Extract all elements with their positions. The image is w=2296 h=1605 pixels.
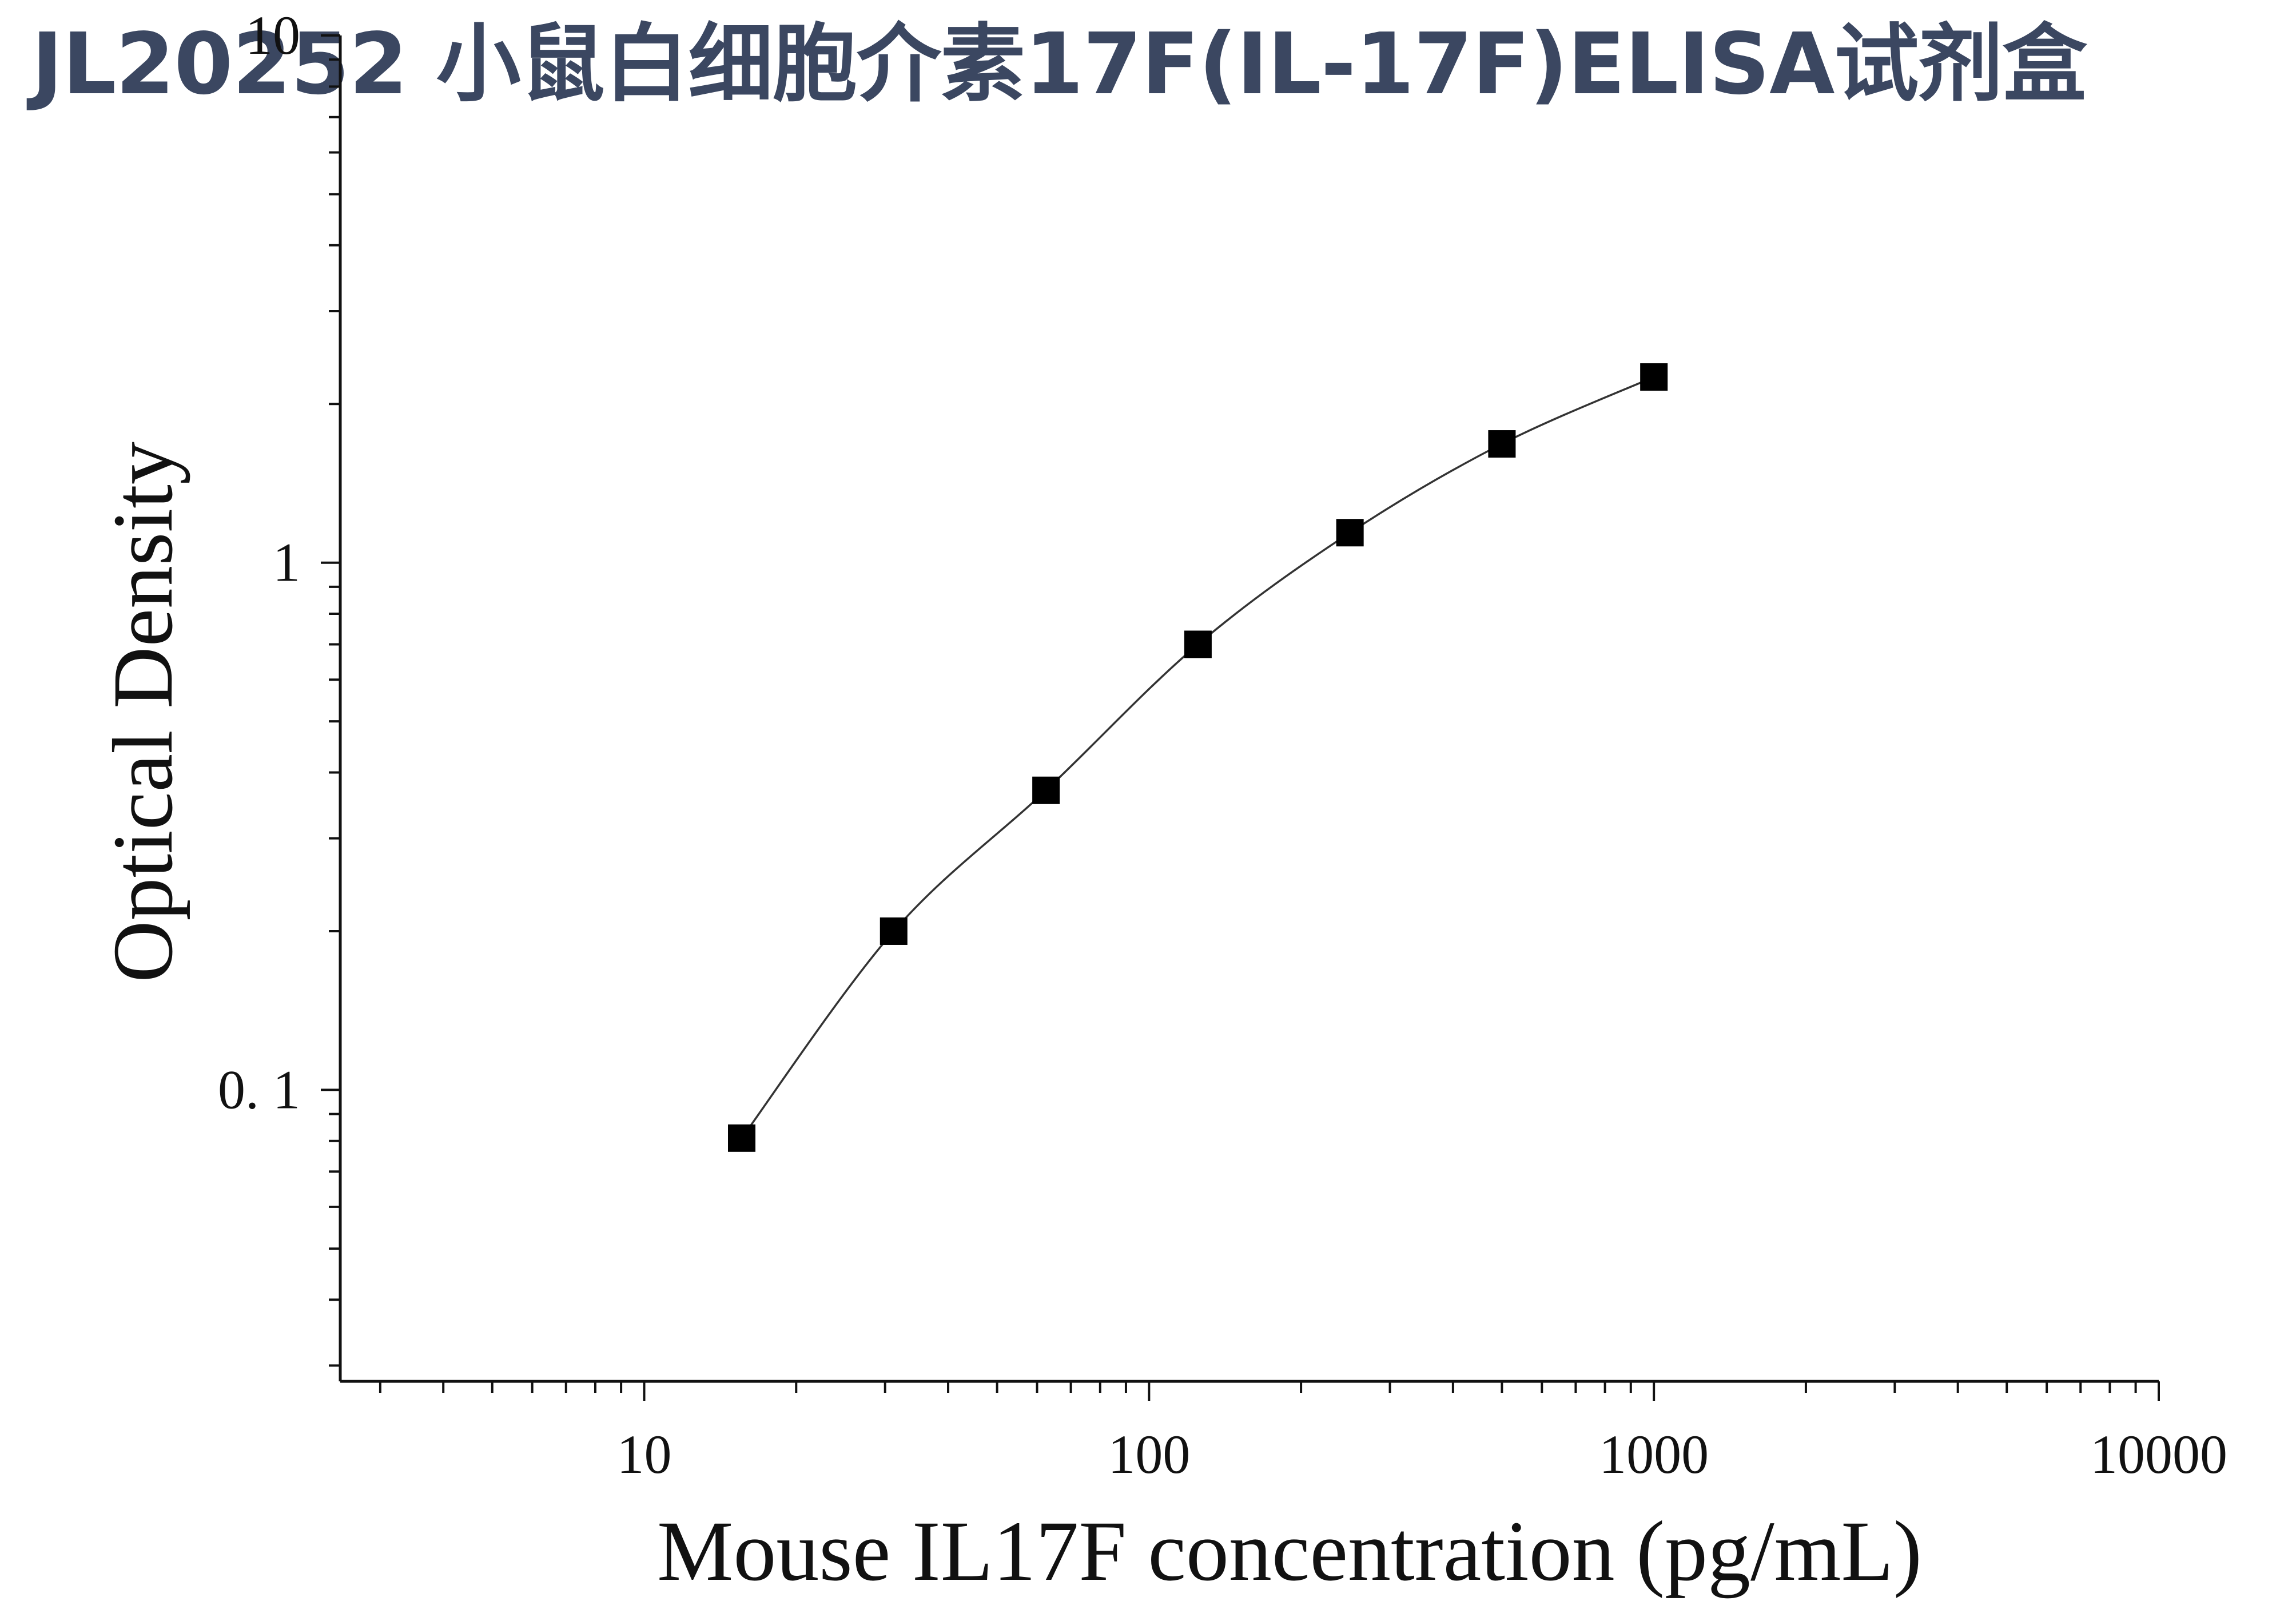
data-point xyxy=(880,917,908,945)
data-point xyxy=(1640,363,1668,391)
fit-curve-group xyxy=(741,376,1654,1139)
data-points xyxy=(728,363,1668,1152)
data-point xyxy=(728,1124,756,1152)
banner-title: JL20252 小鼠白细胞介素17F(IL-17F)ELISA试剂盒 xyxy=(31,15,2087,113)
x-tick-label: 10 xyxy=(617,1424,672,1485)
x-tick-label: 10000 xyxy=(2090,1424,2227,1485)
tick-labels: 10 100 1000 10000 0. 1 1 10 xyxy=(218,5,2227,1485)
y-tick-label: 1 xyxy=(273,532,300,593)
data-point xyxy=(1488,430,1516,458)
tick-marks xyxy=(321,34,2160,1401)
x-axis-label: Mouse IL17F concentration (pg/mL) xyxy=(657,1504,1922,1599)
data-point xyxy=(1336,519,1364,547)
x-tick-label: 100 xyxy=(1108,1424,1190,1485)
y-tick-label: 10 xyxy=(245,5,300,66)
y-tick-label: 0. 1 xyxy=(218,1059,300,1120)
data-point xyxy=(1032,776,1060,804)
y-axis-label: Optical Density xyxy=(95,442,190,983)
data-point xyxy=(1184,630,1212,658)
x-tick-label: 1000 xyxy=(1599,1424,1709,1485)
fit-curve xyxy=(741,376,1654,1139)
axes xyxy=(339,35,2159,1383)
